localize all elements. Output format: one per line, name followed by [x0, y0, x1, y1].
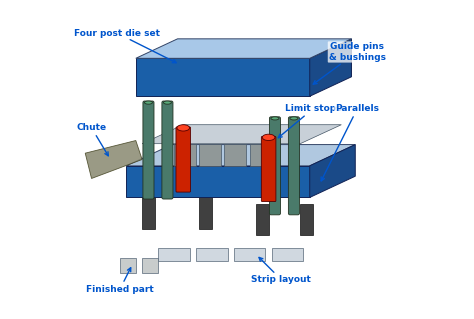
Text: Parallels: Parallels [321, 104, 379, 181]
FancyBboxPatch shape [143, 101, 154, 199]
Ellipse shape [262, 134, 275, 141]
Polygon shape [85, 141, 142, 178]
Text: Finished part: Finished part [86, 268, 154, 294]
Polygon shape [120, 257, 136, 273]
Polygon shape [158, 248, 190, 261]
Polygon shape [199, 144, 221, 166]
Ellipse shape [271, 117, 279, 120]
Text: Strip layout: Strip layout [251, 257, 311, 284]
Polygon shape [127, 145, 356, 166]
Bar [199, 197, 212, 229]
Polygon shape [224, 144, 246, 166]
Polygon shape [310, 145, 356, 197]
Polygon shape [127, 166, 310, 197]
Polygon shape [196, 248, 228, 261]
Polygon shape [136, 39, 352, 58]
Polygon shape [272, 248, 303, 261]
Polygon shape [142, 125, 341, 144]
Ellipse shape [290, 117, 298, 120]
Ellipse shape [145, 101, 153, 104]
Polygon shape [234, 248, 265, 261]
Bar [300, 204, 313, 235]
Ellipse shape [177, 125, 190, 131]
Polygon shape [310, 39, 352, 96]
FancyBboxPatch shape [269, 117, 281, 215]
FancyBboxPatch shape [162, 101, 173, 199]
Polygon shape [142, 257, 158, 273]
Text: Four post die set: Four post die set [74, 28, 176, 63]
Polygon shape [174, 144, 196, 166]
FancyBboxPatch shape [176, 127, 191, 192]
Polygon shape [250, 144, 272, 166]
Text: Guide pins
& bushings: Guide pins & bushings [313, 42, 386, 84]
Bar [142, 197, 155, 229]
Bar [256, 204, 269, 235]
Polygon shape [136, 58, 310, 96]
Ellipse shape [164, 101, 172, 104]
FancyBboxPatch shape [288, 117, 300, 215]
Text: Limit stops: Limit stops [278, 104, 341, 138]
FancyBboxPatch shape [261, 137, 276, 202]
Text: Chute: Chute [76, 123, 108, 156]
